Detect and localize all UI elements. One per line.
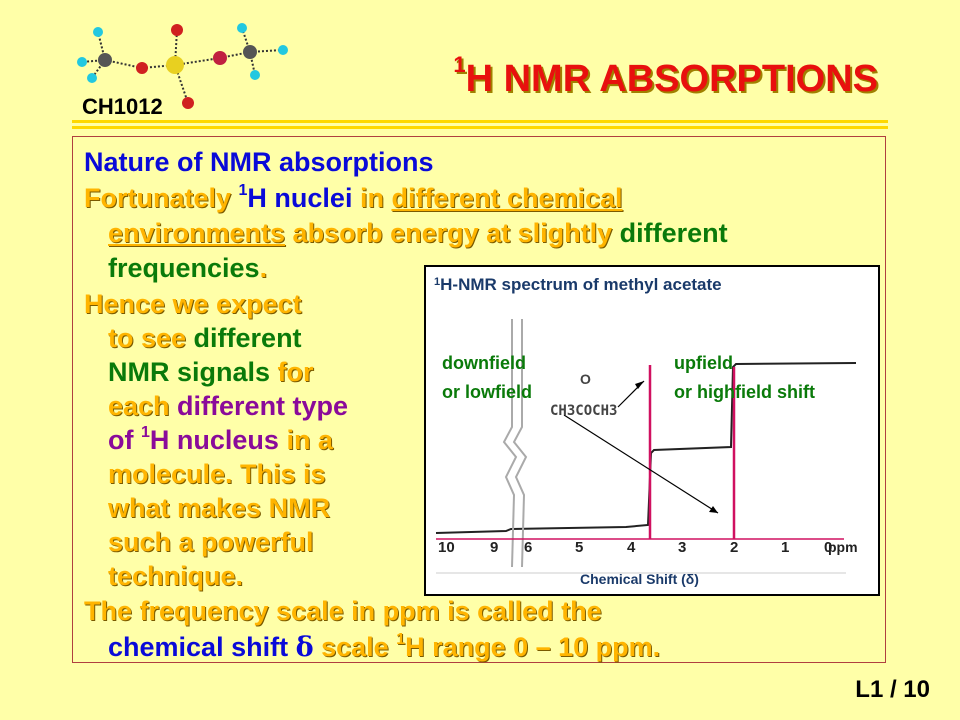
title-superscript: 1 [453,52,466,77]
para1-line2: environments absorb energy at slightly d… [108,216,728,250]
tick-label: 2 [730,539,739,556]
para1-frequencies: frequencies [108,253,260,283]
tick-label: 6 [524,539,533,556]
p2-for: for [270,357,314,387]
tick-label: 4 [627,539,636,556]
spectrum-title-sup: 1 [434,276,441,288]
arrow-upfield [563,414,719,514]
title-rule-bottom [72,126,888,129]
molecule-carbonyl-o: O [580,371,591,387]
p2-tosee: to see [108,323,194,353]
para1-different: different [619,218,728,248]
tick-label: 3 [678,539,687,556]
upfield-label-2: or highfield shift [674,382,815,402]
p2-of: of [108,425,141,455]
p2-nucleus: 1H nucleus [141,424,279,456]
para1-text: Fortunately [84,183,239,213]
spectrum-title-text: H-NMR spectrum of methyl acetate [440,275,722,294]
molecule-logo [77,23,288,109]
slide-title: 1H NMR ABSORPTIONS [453,54,878,101]
p2-in-a: in a [278,425,333,455]
para2-line7: what makes NMR [108,493,331,523]
para2-line5: of 1H nucleus in a [108,423,333,457]
p2-different-type: different type [177,391,349,421]
arrow-downfield-head [635,381,644,389]
molecule-formula: CH3COCH3 [550,403,618,419]
para2-line9: technique. [108,561,244,591]
p3-chemical-shift: chemical shift [108,632,296,662]
p3-delta: δ [295,632,314,663]
para2-line6: molecule. This is [108,459,326,489]
para1-environments: environments [108,218,286,248]
para1-different-chemical: different chemical [391,183,623,213]
tick-label: 9 [490,539,499,556]
spectrum-xlabel: Chemical Shift (δ) [580,571,699,587]
para2-line8: such a powerful [108,527,314,557]
p3-scale: scale [313,632,397,662]
ppm-unit: ppm [828,539,858,555]
para2-line2: to see different [108,321,302,355]
axis-break-right [512,319,528,568]
para1-line1: Fortunately 1H nuclei in different chemi… [84,181,623,215]
para1-nuclei: 1H nuclei [238,182,353,214]
page-number: L1 / 10 [855,676,930,703]
upfield-label-1: upfield [674,353,733,373]
sup-1b: 1 [141,424,150,441]
nmr-spectrum: 1H-NMR spectrum of methyl acetate downfi… [424,265,880,596]
content-box [72,136,886,663]
p2-each: each [108,391,178,421]
para2-line1: Hence we expect [84,289,302,319]
p2-nucleus-text: H nucleus [149,425,279,455]
para2-line4: each different type [108,389,348,423]
p3-range: 1H range 0 – 10 ppm. [396,631,661,663]
para2-line3: NMR signals for [108,355,314,389]
axis-break-left [502,319,518,568]
para1-period: . [259,253,268,283]
downfield-label-1: downfield [442,353,526,373]
p2-different: different [193,323,302,353]
tick-label: 0 [824,539,833,556]
p2-nmr-signals: NMR signals [108,357,271,387]
spectrum-title: 1H-NMR spectrum of methyl acetate [434,275,722,295]
tick-label: 1 [781,539,790,556]
arrow-upfield-head [709,506,718,513]
para3-line2: chemical shift δ scale 1H range 0 – 10 p… [108,630,660,665]
tick-label: 10 [438,539,455,556]
downfield-label-2: or lowfield [442,382,532,402]
section-heading: Nature of NMR absorptions [84,147,434,177]
spectrum-plot [435,319,857,574]
para1-absorb: absorb energy at slightly [285,218,620,248]
nuclei-text: H nuclei [247,183,353,213]
title-text: H NMR ABSORPTIONS [465,58,878,100]
tick-label: 5 [575,539,584,556]
para3-line1: The frequency scale in ppm is called the [84,596,602,626]
sup-1c: 1 [396,631,406,648]
para1-in: in [352,183,392,213]
course-code: CH1012 [82,94,163,119]
para1-line3: frequencies. [108,251,267,285]
title-rule-top [72,120,888,123]
sup-1: 1 [238,182,248,199]
p3-range-text: H range 0 – 10 ppm. [405,632,661,662]
